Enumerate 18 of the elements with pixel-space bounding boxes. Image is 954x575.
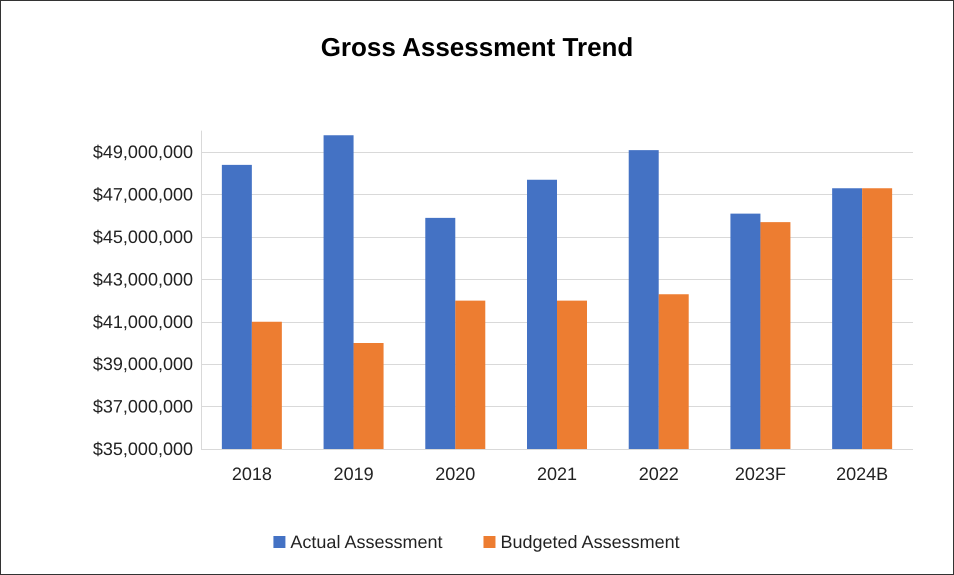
y-tick-label: $47,000,000 <box>92 184 193 205</box>
x-tick-label: 2023F <box>734 464 786 484</box>
x-tick-label: 2019 <box>334 464 374 484</box>
y-tick-label: $43,000,000 <box>92 269 193 290</box>
x-tick-label: 2024B <box>836 464 888 484</box>
y-tick-label: $49,000,000 <box>92 142 193 162</box>
y-tick-label: $41,000,000 <box>92 312 193 332</box>
legend-label: Budgeted Assessment <box>500 532 680 552</box>
y-tick-label: $37,000,000 <box>92 396 193 417</box>
legend-label: Actual Assessment <box>290 532 442 552</box>
x-tick-label: 2021 <box>536 464 578 484</box>
x-tick-label: 2018 <box>232 464 272 484</box>
y-tick-label: $35,000,000 <box>92 439 193 459</box>
chart-title: Gross Assessment Trend <box>320 32 634 62</box>
x-tick-label: 2022 <box>638 464 679 484</box>
y-tick-label: $45,000,000 <box>92 227 193 247</box>
x-tick-label: 2020 <box>435 464 476 484</box>
y-tick-label: $39,000,000 <box>92 354 193 374</box>
